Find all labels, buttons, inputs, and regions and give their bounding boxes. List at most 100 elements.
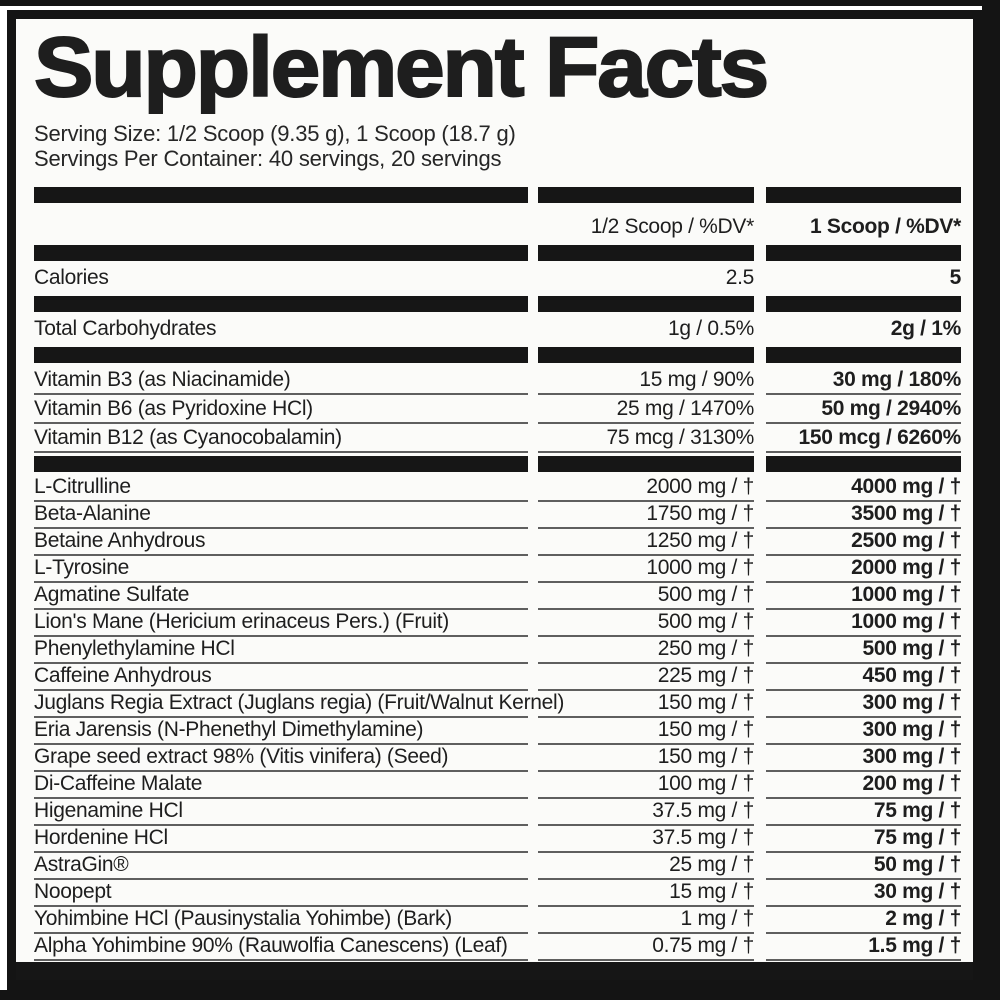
- one-scoop-value: 30 mg / 180%: [766, 368, 961, 395]
- ingredient-name: Beta-Alanine: [34, 502, 528, 529]
- one-scoop-value: 500 mg / †: [766, 637, 961, 664]
- column-gap: [754, 296, 766, 312]
- table-row: Grape seed extract 98% (Vitis vinifera) …: [34, 745, 961, 772]
- ingredient-name: Phenylethylamine HCl: [34, 637, 528, 664]
- column-gap: [754, 187, 766, 203]
- table-row: Hordenine HCl 37.5 mg / † 75 mg / †: [34, 826, 961, 853]
- table-row: Betaine Anhydrous 1250 mg / † 2500 mg / †: [34, 529, 961, 556]
- ingredients-section: L-Citrulline 2000 mg / † 4000 mg / † Beta-A…: [34, 475, 961, 961]
- half-scoop-value: 37.5 mg / †: [538, 799, 754, 826]
- vitamins-section: Vitamin B3 (as Niacinamide) 15 mg / 90% 30…: [34, 366, 961, 453]
- one-scoop-value: 1.5 mg / †: [766, 934, 961, 961]
- half-scoop-value: 150 mg / †: [538, 745, 754, 772]
- ingredient-name: Lion's Mane (Hericium erinaceus Pers.) (…: [34, 610, 528, 637]
- label-edge-bottom: [0, 990, 1000, 1000]
- ingredient-name: Noopept: [34, 880, 528, 907]
- one-scoop-value: 50 mg / †: [766, 853, 961, 880]
- one-scoop-value: 2g / 1%: [890, 317, 962, 340]
- ingredient-name: Yohimbine HCl (Pausinystalia Yohimbe) (B…: [34, 907, 528, 934]
- divider-bar-segment: [34, 296, 528, 312]
- column-gap: [754, 245, 766, 261]
- divider-bar-segment: [766, 296, 961, 312]
- ingredient-name: Agmatine Sulfate: [34, 583, 528, 610]
- half-scoop-value: 2.5: [725, 266, 755, 289]
- table-row: Noopept 15 mg / † 30 mg / †: [34, 880, 961, 907]
- half-scoop-value: 37.5 mg / †: [538, 826, 754, 853]
- divider-bar-segment: [538, 187, 754, 203]
- one-scoop-value: 300 mg / †: [766, 745, 961, 772]
- table-row: Higenamine HCl 37.5 mg / † 75 mg / †: [34, 799, 961, 826]
- ingredient-name: Vitamin B6 (as Pyridoxine HCl): [34, 397, 528, 424]
- half-scoop-value: 500 mg / †: [538, 583, 754, 610]
- divider-bar-segment: [34, 245, 528, 261]
- table-row: Agmatine Sulfate 500 mg / † 1000 mg / †: [34, 583, 961, 610]
- divider-bar-segment: [538, 296, 754, 312]
- column-gap: [754, 347, 766, 363]
- column-header-blank: [34, 238, 528, 242]
- divider-bar-segment: [766, 456, 961, 472]
- ingredient-name: AstraGin®: [34, 853, 528, 880]
- half-scoop-value: 1g / 0.5%: [667, 317, 754, 340]
- ingredient-name: Juglans Regia Extract (Juglans regia) (F…: [34, 691, 564, 718]
- divider-bar-segment: [34, 187, 528, 203]
- one-scoop-value: 150 mcg / 6260%: [766, 426, 961, 453]
- divider-bar-segment: [538, 347, 754, 363]
- ingredient-name: L-Citrulline: [34, 475, 528, 502]
- column-gap: [528, 347, 538, 363]
- table-row: Vitamin B3 (as Niacinamide) 15 mg / 90% 30…: [34, 366, 961, 395]
- column-gap: [754, 456, 766, 472]
- table-row: Caffeine Anhydrous 225 mg / † 450 mg / †: [34, 664, 961, 691]
- table-row: Lion's Mane (Hericium erinaceus Pers.) (…: [34, 610, 961, 637]
- table-row: Vitamin B6 (as Pyridoxine HCl) 25 mg / 14…: [34, 395, 961, 424]
- column-gap: [528, 187, 538, 203]
- table-row: L-Tyrosine 1000 mg / † 2000 mg / †: [34, 556, 961, 583]
- column-header-row: 1/2 Scoop / %DV* 1 Scoop / %DV*: [34, 206, 962, 242]
- column-gap: [528, 456, 538, 472]
- one-scoop-value: 200 mg / †: [766, 772, 961, 799]
- one-scoop-value: 450 mg / †: [766, 664, 961, 691]
- one-scoop-value: 3500 mg / †: [766, 502, 961, 529]
- one-scoop-value: 4000 mg / †: [766, 475, 961, 502]
- half-scoop-value: 15 mg / 90%: [538, 368, 754, 395]
- divider-bar-segment: [766, 347, 961, 363]
- half-scoop-value: 25 mg / †: [538, 853, 754, 880]
- ingredient-name: Betaine Anhydrous: [34, 529, 528, 556]
- table-row: L-Citrulline 2000 mg / † 4000 mg / †: [34, 475, 961, 502]
- half-scoop-value: 75 mcg / 3130%: [538, 426, 754, 453]
- label-edge-top: [0, 0, 1000, 6]
- section-divider-bar: [34, 245, 961, 261]
- half-scoop-value: 250 mg / †: [538, 637, 754, 664]
- label-content: Supplement Facts Serving Size: 1/2 Scoop…: [16, 19, 973, 980]
- table-row: Yohimbine HCl (Pausinystalia Yohimbe) (B…: [34, 907, 961, 934]
- one-scoop-value: 75 mg / †: [766, 826, 961, 853]
- section-divider-bar: [34, 296, 961, 312]
- table-row: Juglans Regia Extract (Juglans regia) (F…: [34, 691, 961, 718]
- divider-bar-segment: [766, 245, 961, 261]
- label-edge-right: [982, 6, 1000, 1000]
- bottom-divider-bar: [16, 962, 973, 980]
- one-scoop-value: 50 mg / 2940%: [766, 397, 961, 424]
- column-header-one-scoop: 1 Scoop / %DV*: [809, 215, 961, 238]
- table-row: Beta-Alanine 1750 mg / † 3500 mg / †: [34, 502, 961, 529]
- half-scoop-value: 1 mg / †: [538, 907, 754, 934]
- ingredient-name: Vitamin B12 (as Cyanocobalamin): [34, 426, 528, 453]
- half-scoop-value: 500 mg / †: [538, 610, 754, 637]
- half-scoop-value: 100 mg / †: [538, 772, 754, 799]
- row-label: Calories: [34, 266, 109, 289]
- half-scoop-value: 150 mg / †: [538, 691, 754, 718]
- ingredient-name: Hordenine HCl: [34, 826, 528, 853]
- half-scoop-value: 1250 mg / †: [538, 529, 754, 556]
- ingredient-name: Eria Jarensis (N-Phenethyl Dimethylamine…: [34, 718, 528, 745]
- table-row: Alpha Yohimbine 90% (Rauwolfia Canescens…: [34, 934, 961, 961]
- one-scoop-value: 300 mg / †: [766, 718, 961, 745]
- table-row: Di-Caffeine Malate 100 mg / † 200 mg / †: [34, 772, 961, 799]
- section-divider-bar: [34, 347, 961, 363]
- ingredient-name: Grape seed extract 98% (Vitis vinifera) …: [34, 745, 528, 772]
- one-scoop-value: 300 mg / †: [766, 691, 961, 718]
- column-header-half-scoop: 1/2 Scoop / %DV*: [590, 215, 755, 238]
- one-scoop-value: 5: [949, 266, 962, 289]
- table-row-calories: Calories 2.5 5: [34, 264, 961, 293]
- serving-size-text: Serving Size: 1/2 Scoop (9.35 g), 1 Scoo…: [34, 121, 516, 146]
- label-frame: Supplement Facts Serving Size: 1/2 Scoop…: [7, 10, 982, 1000]
